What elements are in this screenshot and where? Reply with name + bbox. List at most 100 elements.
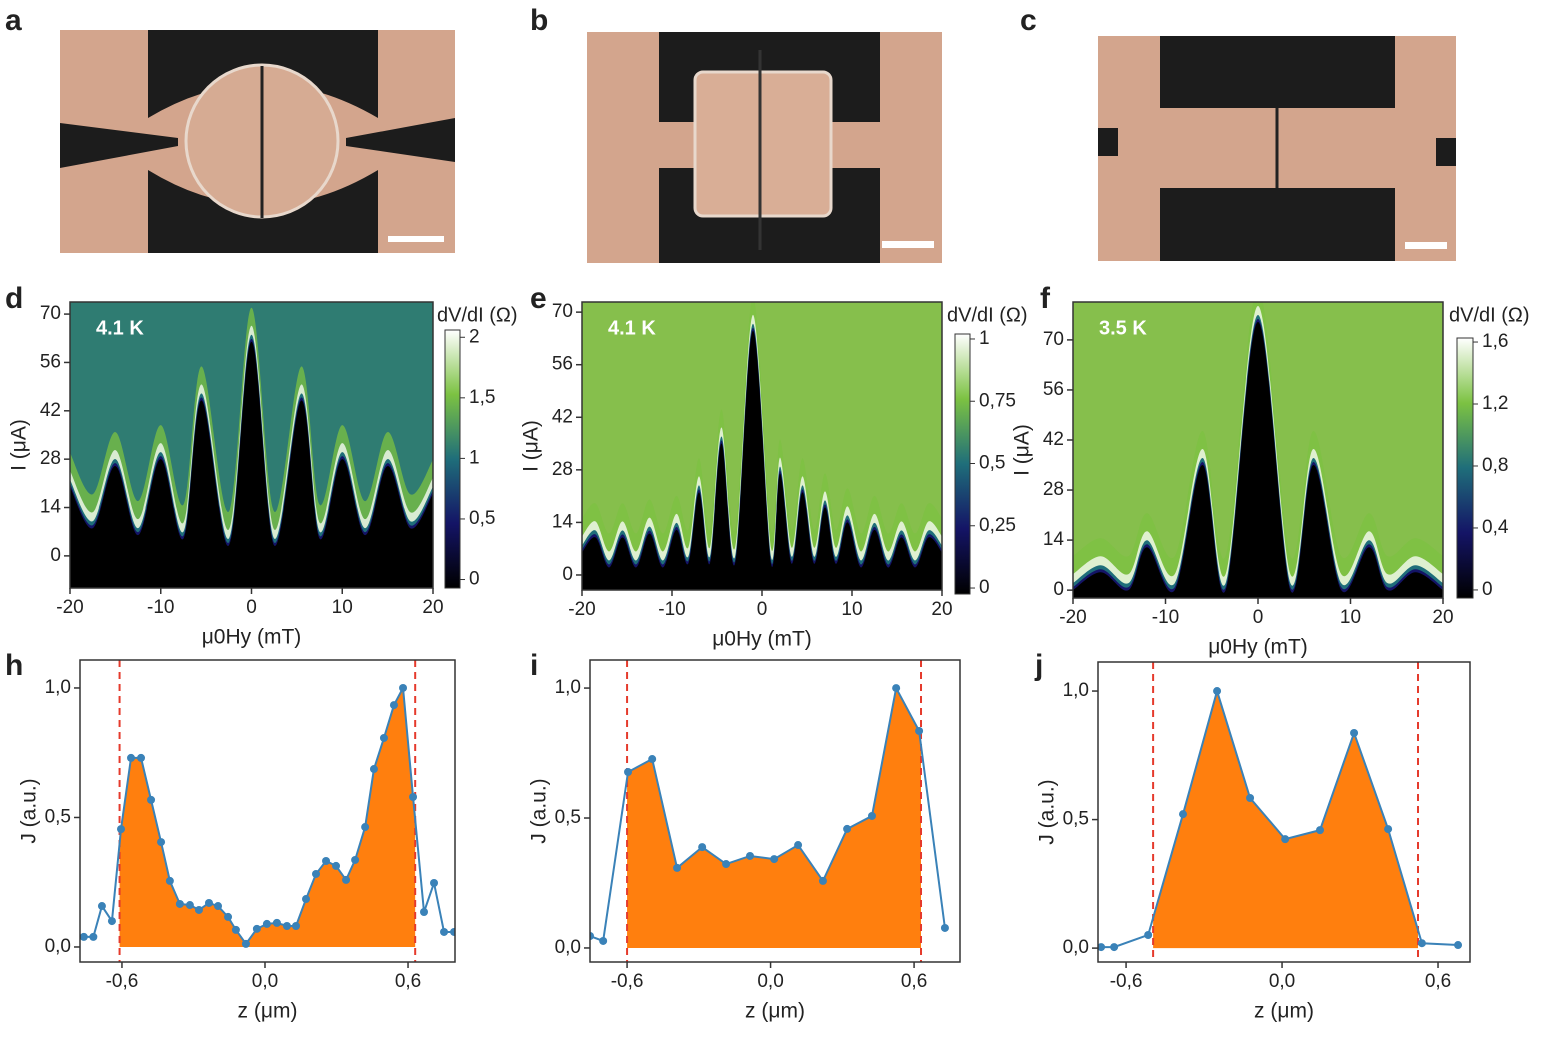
panel-label: d [5,282,23,315]
sem-image [60,30,455,253]
current-density-line [590,685,946,943]
plot-area [590,660,949,962]
data-point [117,825,126,834]
data-point [450,927,455,936]
y-tick-label: 0,0 [555,937,581,958]
data-point [312,869,321,878]
superconducting-region [582,330,942,590]
data-point [1350,728,1359,737]
data-point [282,921,291,930]
y-axis-label: J (a.u.) [18,778,41,843]
data-point [157,838,166,847]
data-point [369,765,378,774]
y-tick-label: 28 [1043,479,1064,500]
data-point [302,895,311,904]
x-tick-label: 0,6 [901,971,927,992]
data-point [351,855,360,864]
y-tick-label: 14 [40,497,62,518]
plot-area [1073,302,1443,598]
data-point [342,875,351,884]
plot-area [582,302,942,590]
x-tick-label: 0,0 [757,971,783,992]
data-point [1110,943,1119,952]
plot-area [70,302,433,588]
data-point [241,939,250,948]
colorbar [1456,337,1474,599]
colorbar-tick-label: 1 [979,328,990,349]
panel-label: a [5,4,22,37]
data-point [770,855,779,864]
x-tick-label: 0,6 [1425,971,1451,992]
colorbar-label: dV/dI (Ω) [1449,304,1530,326]
y-tick-label: 56 [552,354,573,375]
x-tick-label: -20 [1059,607,1086,628]
panel-label: e [530,282,547,315]
data-point [175,899,184,908]
data-point [185,901,194,910]
x-axis-label: μ0Hy (mT) [1208,636,1308,659]
current-density-fill [1153,691,1419,949]
data-point [420,908,429,917]
y-tick-label: 70 [552,301,573,322]
y-tick-label: 14 [552,511,574,532]
axes-frame [1097,661,1471,963]
y-tick-label: 1,0 [45,677,71,698]
colorbar-tick-label: 0 [979,577,990,598]
panel-label: i [530,649,538,682]
data-point [440,927,449,936]
data-point [379,733,388,742]
data-point [1417,939,1426,948]
data-point [673,863,682,872]
x-tick-label: 20 [1432,607,1453,628]
data-point [1316,826,1325,835]
data-point [89,932,98,941]
y-tick-label: 70 [1043,329,1064,350]
panel-label: j [1034,649,1043,682]
x-tick-label: 10 [1340,607,1361,628]
data-point [794,841,803,850]
x-tick-label: 10 [841,599,862,620]
y-tick-label: 0 [1053,579,1064,600]
data-point [252,924,261,933]
colorbar-tick-label: 1,6 [1482,331,1508,352]
colorbar-label: dV/dI (Ω) [437,304,518,326]
colorbar [954,333,971,595]
temperature-label: 4.1 K [608,317,656,339]
temperature-label: 4.1 K [96,317,144,339]
colorbar-tick-label: 0 [469,569,480,590]
data-point [1098,943,1106,952]
y-tick-label: 1,0 [1063,680,1089,701]
y-tick-label: 28 [40,448,61,469]
y-tick-label: 42 [40,400,61,421]
x-axis-label: z (μm) [238,1000,298,1023]
y-tick-label: 42 [1043,429,1064,450]
y-tick-label: 0,5 [1063,809,1089,830]
x-tick-label: 10 [332,597,353,618]
data-point [107,917,116,926]
colorbar-label: dV/dI (Ω) [947,304,1028,326]
data-point [430,879,439,888]
colorbar-tick-label: 2 [469,326,480,347]
data-point [722,860,731,869]
colorbar [444,329,461,589]
current-density-line [1101,687,1459,949]
data-point [1213,687,1222,696]
colorbar-tick-label: 0,75 [979,390,1016,411]
data-point [204,898,213,907]
data-point [272,918,281,927]
x-tick-label: -0,6 [1110,971,1143,992]
y-tick-label: 0,0 [45,936,71,957]
y-axis-label: J (a.u.) [528,778,551,843]
data-point [1246,793,1255,802]
colorbar-tick-label: 0,4 [1482,517,1509,538]
data-point [322,856,331,865]
axes-frame [589,659,961,963]
data-point [399,683,408,692]
x-tick-label: 0,0 [252,971,278,992]
x-tick-label: 0 [1253,607,1264,628]
y-axis-label: I (μA) [8,419,31,471]
data-point [80,932,88,941]
data-point [843,824,852,833]
colorbar-tick-label: 0,5 [469,508,495,529]
x-tick-label: -10 [1152,607,1179,628]
